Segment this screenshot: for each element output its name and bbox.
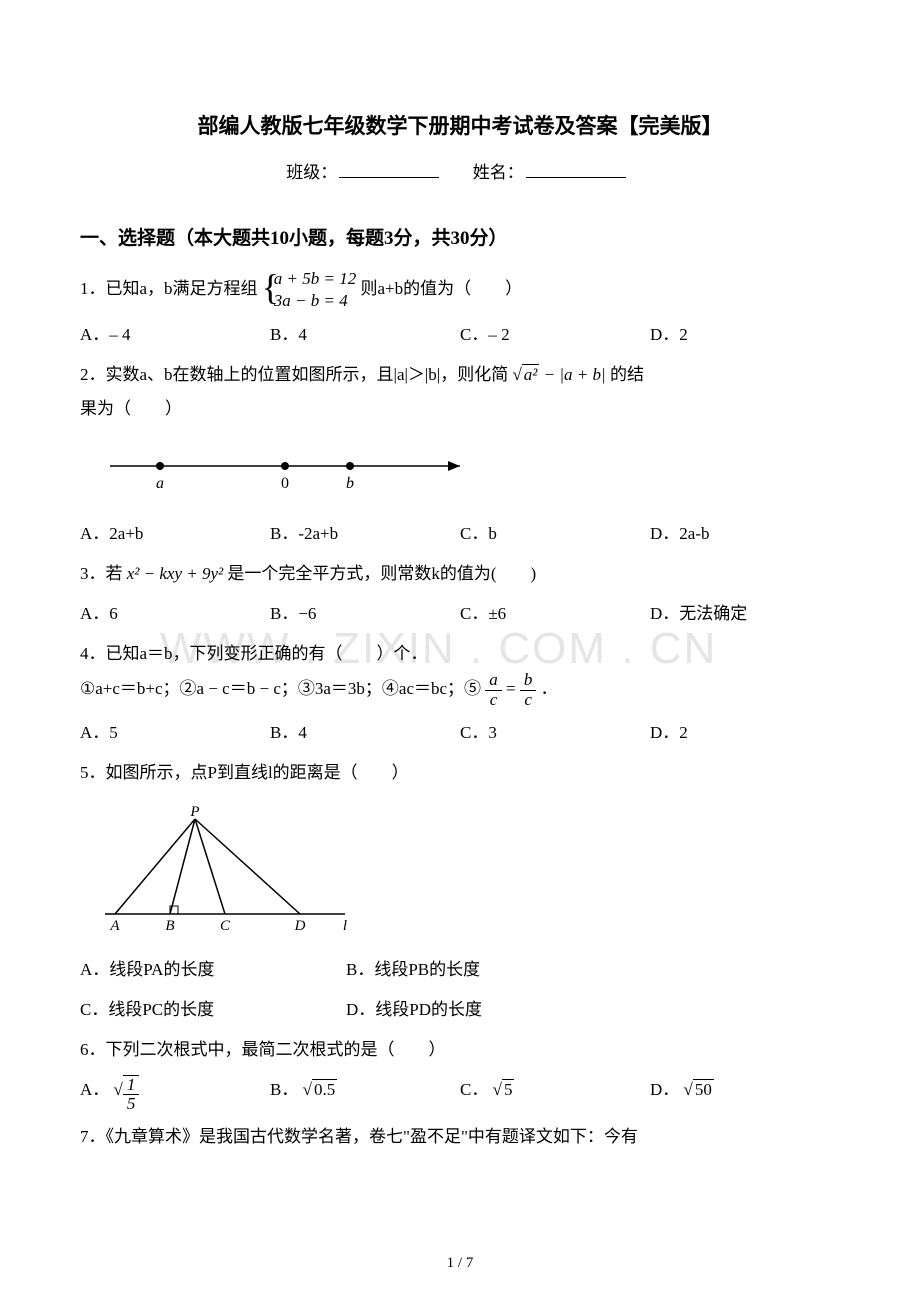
page-number: 1 / 7	[0, 1255, 920, 1272]
q2-opt-a[interactable]: A．2a+b	[80, 517, 270, 551]
name-label: 姓名：	[473, 163, 524, 182]
q3-options: A．6 B．−6 C．±6 D．无法确定	[80, 597, 840, 631]
q4-opt-d[interactable]: D．2	[650, 716, 840, 750]
q6-a-den: 5	[123, 1095, 140, 1114]
q1-post: 则a+b的值为（ ）	[361, 279, 523, 298]
q4-frac-left: ac	[485, 671, 502, 709]
q2-radicand: a²	[522, 364, 540, 384]
q6-b-pre: B．	[270, 1080, 298, 1099]
tri-A: A	[109, 918, 120, 934]
number-line-figure: a 0 b	[100, 442, 480, 502]
tri-B: B	[165, 918, 174, 934]
tri-P: P	[189, 804, 199, 820]
q2-line2: 果为（ ）	[80, 399, 182, 418]
q6-c-pre: C．	[460, 1080, 488, 1099]
question-5: 5．如图所示，点P到直线l的距离是（ ）	[80, 756, 840, 790]
q2-sqrt: √a²	[512, 364, 539, 384]
q3-opt-c[interactable]: C．±6	[460, 597, 650, 631]
nl-label-a: a	[156, 475, 164, 492]
q6-a-frac: 15	[123, 1076, 140, 1114]
q1-opt-a[interactable]: A．– 4	[80, 318, 270, 352]
q4-frac-l-d: c	[485, 691, 502, 710]
q5-options-row1: A．线段PA的长度 B．线段PB的长度	[80, 953, 840, 987]
q4-eq: =	[506, 679, 520, 698]
nl-label-b: b	[346, 475, 354, 492]
q5-opt-c[interactable]: C．线段PC的长度	[80, 993, 346, 1027]
q1-opt-b[interactable]: B．4	[270, 318, 460, 352]
q1-opt-d[interactable]: D．2	[650, 318, 840, 352]
q2-opt-b[interactable]: B．-2a+b	[270, 517, 460, 551]
q4-opt-a[interactable]: A．5	[80, 716, 270, 750]
q4-opt-c[interactable]: C．3	[460, 716, 650, 750]
q3-opt-d[interactable]: D．无法确定	[650, 597, 840, 631]
triangle-figure: P A B C D l	[100, 804, 360, 944]
q5-opt-d[interactable]: D．线段PD的长度	[346, 993, 612, 1027]
q4-frac-l-n: a	[485, 671, 502, 691]
q2-opt-c[interactable]: C．b	[460, 517, 650, 551]
q1-options: A．– 4 B．4 C．– 2 D．2	[80, 318, 840, 352]
q6-opt-a[interactable]: A． √15	[80, 1073, 270, 1114]
tri-D: D	[294, 918, 306, 934]
q4-frac-right: bc	[520, 671, 537, 709]
q2-minus-abs: − |a + b|	[539, 365, 605, 384]
q4-opts-inline: ①a+c＝b+c；②a − c＝b − c；③3a＝3b；④ac＝bc；⑤	[80, 679, 481, 698]
q4-line1: 4．已知a＝b，下列变形正确的有（ ）个．	[80, 644, 428, 663]
q3-post: 是一个完全平方式，则常数k的值为( )	[223, 564, 536, 583]
q3-opt-a[interactable]: A．6	[80, 597, 270, 631]
q1-eq1: a + 5b = 12	[274, 269, 356, 288]
q4-frac-r-n: b	[520, 671, 537, 691]
q4-period: ．	[541, 679, 558, 698]
q2-opt-d[interactable]: D．2a-b	[650, 517, 840, 551]
question-1: 1．已知a，b满足方程组 a + 5b = 12 3a − b = 4 则a+b…	[80, 268, 840, 312]
q6-a-pre: A．	[80, 1080, 109, 1099]
content-area: 部编人教版七年级数学下册期中考试卷及答案【完美版】 班级： 姓名： 一、选择题（…	[80, 110, 840, 1154]
exam-page: WWW . ZIXIN . COM . CN 部编人教版七年级数学下册期中考试卷…	[0, 0, 920, 1302]
question-6: 6．下列二次根式中，最简二次根式的是（ ）	[80, 1033, 840, 1067]
q2-options: A．2a+b B．-2a+b C．b D．2a-b	[80, 517, 840, 551]
q6-opt-d[interactable]: D． √50	[650, 1073, 840, 1114]
q1-eq2: 3a − b = 4	[274, 291, 348, 310]
page-title: 部编人教版七年级数学下册期中考试卷及答案【完美版】	[80, 110, 840, 140]
q2-post: 的结	[610, 365, 644, 384]
q3-pre: 3．若	[80, 564, 127, 583]
q6-opt-c[interactable]: C． √5	[460, 1073, 650, 1114]
q6-b-rad: 0.5	[312, 1079, 337, 1099]
q1-opt-c[interactable]: C．– 2	[460, 318, 650, 352]
name-blank[interactable]	[526, 161, 626, 178]
tri-l: l	[343, 918, 347, 934]
question-7: 7．《九章算术》是我国古代数学名著，卷七"盈不足"中有题译文如下：今有	[80, 1120, 840, 1154]
nl-label-0: 0	[281, 475, 289, 492]
q6-a-num: 1	[123, 1076, 140, 1096]
q3-opt-b[interactable]: B．−6	[270, 597, 460, 631]
q4-opt-b[interactable]: B．4	[270, 716, 460, 750]
question-4: 4．已知a＝b，下列变形正确的有（ ）个． ①a+c＝b+c；②a − c＝b …	[80, 637, 840, 709]
q1-pre: 1．已知a，b满足方程组	[80, 279, 258, 298]
question-2: 2．实数a、b在数轴上的位置如图所示，且|a|＞|b|，则化简 √a² − |a…	[80, 358, 840, 426]
q6-opt-b[interactable]: B． √0.5	[270, 1073, 460, 1114]
q4-frac-r-d: c	[520, 691, 537, 710]
question-3: 3．若 x² − kxy + 9y² 是一个完全平方式，则常数k的值为( )	[80, 557, 840, 591]
q5-opt-a[interactable]: A．线段PA的长度	[80, 953, 346, 987]
class-blank[interactable]	[339, 161, 439, 178]
q6-c-rad: 5	[502, 1079, 515, 1099]
student-info-line: 班级： 姓名：	[80, 158, 840, 183]
q6-options: A． √15 B． √0.5 C． √5 D． √50	[80, 1073, 840, 1114]
q3-expr: x² − kxy + 9y²	[127, 564, 223, 583]
q1-system: a + 5b = 12 3a − b = 4	[262, 268, 356, 312]
q6-d-pre: D．	[650, 1080, 679, 1099]
q6-d-rad: 50	[693, 1079, 714, 1099]
q5-opt-b[interactable]: B．线段PB的长度	[346, 953, 612, 987]
q2-pre: 2．实数a、b在数轴上的位置如图所示，且|a|＞|b|，则化简	[80, 365, 508, 384]
class-label: 班级：	[286, 163, 337, 182]
section-1-heading: 一、选择题（本大题共10小题，每题3分，共30分）	[80, 223, 840, 250]
tri-C: C	[220, 918, 231, 934]
q5-options-row2: C．线段PC的长度 D．线段PD的长度	[80, 993, 840, 1027]
q4-options: A．5 B．4 C．3 D．2	[80, 716, 840, 750]
